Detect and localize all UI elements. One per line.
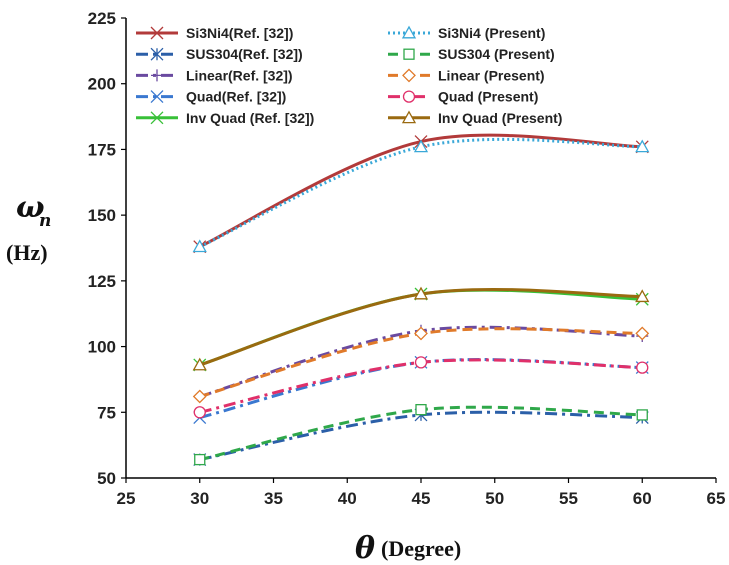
legend-item: Linear(Ref. [32]) — [136, 67, 293, 83]
x-tick-label: 65 — [707, 489, 726, 508]
y-axis-label-subscript: n — [39, 211, 51, 231]
y-tick-label: 175 — [88, 140, 116, 159]
y-tick-label: 125 — [88, 272, 116, 291]
y-axis-label: ω n (Hz) — [6, 190, 51, 265]
data-point — [193, 406, 206, 419]
data-point — [636, 361, 649, 374]
series-3 — [194, 404, 648, 466]
series-5 — [192, 326, 650, 404]
x-tick-label: 60 — [633, 489, 652, 508]
legend-label: Quad (Present) — [438, 89, 538, 105]
x-tick-label: 40 — [338, 489, 357, 508]
x-axis-label: θ (Degree) — [355, 531, 461, 565]
y-tick-label: 50 — [97, 469, 116, 488]
data-point — [192, 239, 207, 253]
data-point — [194, 453, 206, 466]
legend-marker — [151, 69, 163, 82]
data-point — [635, 326, 650, 341]
legend-label: Linear (Present) — [438, 67, 545, 83]
legend-label: Si3Ni4 (Present) — [438, 25, 545, 41]
legend-label: Quad(Ref. [32]) — [186, 89, 286, 105]
legend-marker — [150, 26, 164, 40]
legend-marker — [401, 110, 417, 124]
legend-label: Inv Quad (Ref. [32]) — [186, 110, 314, 126]
legend-item: SUS304 (Present) — [388, 46, 555, 62]
data-point — [413, 139, 429, 153]
legend-item: Si3Ni4(Ref. [32]) — [136, 25, 293, 41]
y-tick-label: 75 — [97, 403, 116, 422]
legend-label: Linear(Ref. [32]) — [186, 67, 293, 83]
legend-label: Inv Quad (Present) — [438, 110, 562, 126]
data-point — [413, 286, 429, 300]
y-axis-label-symbol: ω — [16, 190, 45, 225]
data-point — [635, 139, 650, 153]
legend-item: Si3Ni4 (Present) — [388, 25, 545, 41]
series-9 — [192, 286, 650, 371]
legend-marker — [150, 47, 164, 61]
data-point — [414, 326, 428, 341]
legend-item: Quad (Present) — [388, 89, 538, 105]
data-point — [414, 356, 428, 369]
x-axis-label-unit: (Degree) — [381, 536, 461, 561]
legend-marker — [402, 90, 416, 103]
x-tick-label: 30 — [190, 489, 209, 508]
axes-layer: 50 75 100 125 150 175 200 225 25 30 35 40 45 50 55 60 65 — [88, 9, 726, 508]
y-axis-label-unit: (Hz) — [6, 240, 48, 265]
legend-marker — [402, 68, 416, 83]
legend-label: SUS304 (Present) — [438, 46, 555, 62]
series-7 — [193, 356, 649, 419]
legend-item: Inv Quad (Ref. [32]) — [136, 110, 314, 126]
legend-marker — [401, 25, 417, 39]
legend-item: Inv Quad (Present) — [388, 110, 562, 126]
legend-item: Linear (Present) — [388, 67, 545, 83]
x-tick-label: 25 — [117, 489, 136, 508]
y-tick-label: 150 — [88, 206, 116, 225]
series-layer — [192, 133, 650, 467]
legend-label: SUS304(Ref. [32]) — [186, 46, 303, 62]
x-tick-label: 35 — [264, 489, 283, 508]
x-tick-label: 55 — [559, 489, 578, 508]
data-point — [192, 357, 207, 371]
legend-item: Quad(Ref. [32]) — [136, 89, 286, 105]
series-2 — [193, 408, 649, 467]
x-tick-label: 50 — [485, 489, 504, 508]
legend: Si3Ni4(Ref. [32]) Si3Ni4 (Present) SUS304(… — [136, 25, 562, 126]
data-point — [635, 289, 650, 303]
series-1 — [192, 137, 650, 253]
y-tick-label: 225 — [88, 9, 116, 28]
legend-marker — [403, 48, 415, 60]
series-0 — [193, 133, 649, 254]
data-point — [415, 404, 427, 416]
data-point — [192, 389, 207, 404]
x-axis-label-symbol: θ — [355, 531, 375, 565]
data-point — [636, 409, 648, 421]
legend-marker — [150, 111, 164, 125]
y-tick-label: 200 — [88, 75, 116, 94]
x-tick-label: 45 — [412, 489, 431, 508]
legend-item: SUS304(Ref. [32]) — [136, 46, 303, 62]
y-tick-label: 100 — [88, 338, 116, 357]
legend-marker — [150, 90, 164, 104]
series-line — [199, 137, 643, 249]
legend-label: Si3Ni4(Ref. [32]) — [186, 25, 293, 41]
